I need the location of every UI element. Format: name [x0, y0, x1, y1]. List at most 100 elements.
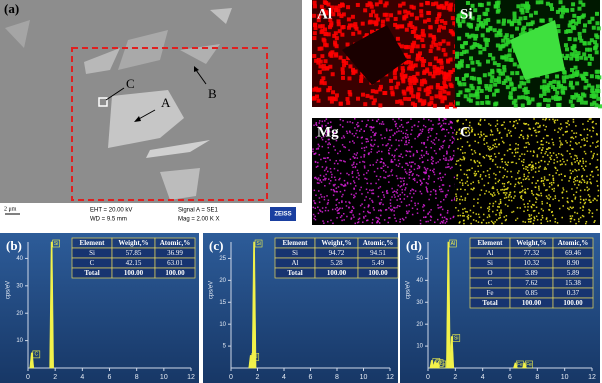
map-dot [591, 136, 593, 138]
map-dot [322, 207, 324, 209]
table-text: 10.32 [524, 259, 540, 267]
map-dot [468, 217, 470, 219]
map-dot [364, 199, 366, 201]
map-dot [502, 167, 504, 169]
element-map: Si [455, 0, 602, 108]
map-dot [418, 98, 422, 102]
panel-label: (b) [6, 238, 22, 253]
map-dot [526, 123, 528, 125]
map-dot [351, 212, 353, 214]
map-dot [570, 215, 572, 217]
map-dot [330, 121, 332, 123]
map-dot [546, 202, 548, 204]
map-dot [399, 206, 401, 208]
map-dot [427, 18, 431, 22]
map-dot [391, 210, 393, 212]
map-dot [543, 180, 545, 182]
map-dot [493, 139, 495, 141]
map-dot [316, 61, 320, 65]
map-dot [531, 193, 533, 195]
map-dot [376, 152, 378, 154]
map-dot [381, 199, 383, 201]
map-dot [504, 216, 506, 218]
map-dot [576, 94, 580, 98]
map-dot [588, 199, 590, 201]
map-dot [426, 182, 428, 184]
map-dot [381, 123, 383, 125]
map-dot [455, 52, 459, 56]
map-dot [345, 147, 347, 149]
map-dot [531, 169, 533, 171]
map-dot [319, 201, 321, 203]
map-dot [561, 89, 565, 93]
map-dot [329, 23, 333, 27]
map-dot [525, 142, 527, 144]
map-dot [505, 189, 507, 191]
map-dot [562, 187, 564, 189]
map-dot [455, 77, 459, 81]
map-dot [316, 148, 318, 150]
map-dot [354, 69, 358, 73]
map-label: Al [317, 6, 332, 22]
map-dot [439, 95, 443, 99]
map-dot [438, 90, 442, 94]
map-dot [583, 168, 585, 170]
table-text: Atomic,% [160, 239, 191, 247]
map-dot [522, 190, 524, 192]
map-dot [444, 118, 446, 120]
map-dot [492, 195, 494, 197]
map-dot [533, 118, 535, 120]
map-dot [422, 157, 424, 159]
map-dot [357, 30, 361, 34]
map-dot [536, 193, 538, 195]
map-dot [480, 119, 482, 121]
map-dot [527, 206, 529, 208]
map-dot [464, 208, 466, 210]
map-dot [596, 84, 600, 88]
map-dot [541, 180, 543, 182]
map-dot [381, 151, 383, 153]
map-dot [432, 157, 434, 159]
map-dot [449, 145, 451, 147]
map-dot [502, 189, 504, 191]
map-dot [357, 137, 359, 139]
map-dot [562, 197, 564, 199]
map-dot [481, 33, 485, 37]
map-dot [438, 178, 440, 180]
map-dot [582, 123, 584, 125]
map-dot [497, 209, 499, 211]
map-dot [431, 130, 433, 132]
map-dot [494, 221, 496, 223]
map-dot [405, 133, 407, 135]
map-dot [538, 103, 542, 107]
map-dot [332, 209, 334, 211]
map-dot [584, 129, 586, 131]
map-dot [443, 77, 447, 81]
map-dot [383, 170, 385, 172]
map-dot [535, 201, 537, 203]
map-dot [347, 121, 349, 123]
map-dot [426, 190, 428, 192]
table-text: 69.46 [565, 249, 581, 257]
map-dot [531, 214, 533, 216]
map-dot [313, 23, 317, 27]
map-dot [479, 194, 481, 196]
map-dot [373, 209, 375, 211]
map-dot [481, 24, 485, 28]
element-map: Mg [312, 118, 457, 225]
map-dot [543, 125, 545, 127]
map-dot [404, 144, 406, 146]
map-dot [471, 127, 473, 128]
map-dot [337, 163, 339, 165]
map-dot [425, 217, 427, 219]
map-dot [535, 163, 537, 165]
map-dot [353, 162, 355, 164]
map-dot [573, 138, 575, 140]
map-dot [312, 54, 316, 58]
map-dot [532, 176, 534, 178]
map-dot [542, 210, 544, 212]
map-dot [489, 147, 491, 149]
table-text: Total [84, 269, 99, 277]
map-dot [515, 120, 517, 122]
map-dot [497, 191, 499, 193]
